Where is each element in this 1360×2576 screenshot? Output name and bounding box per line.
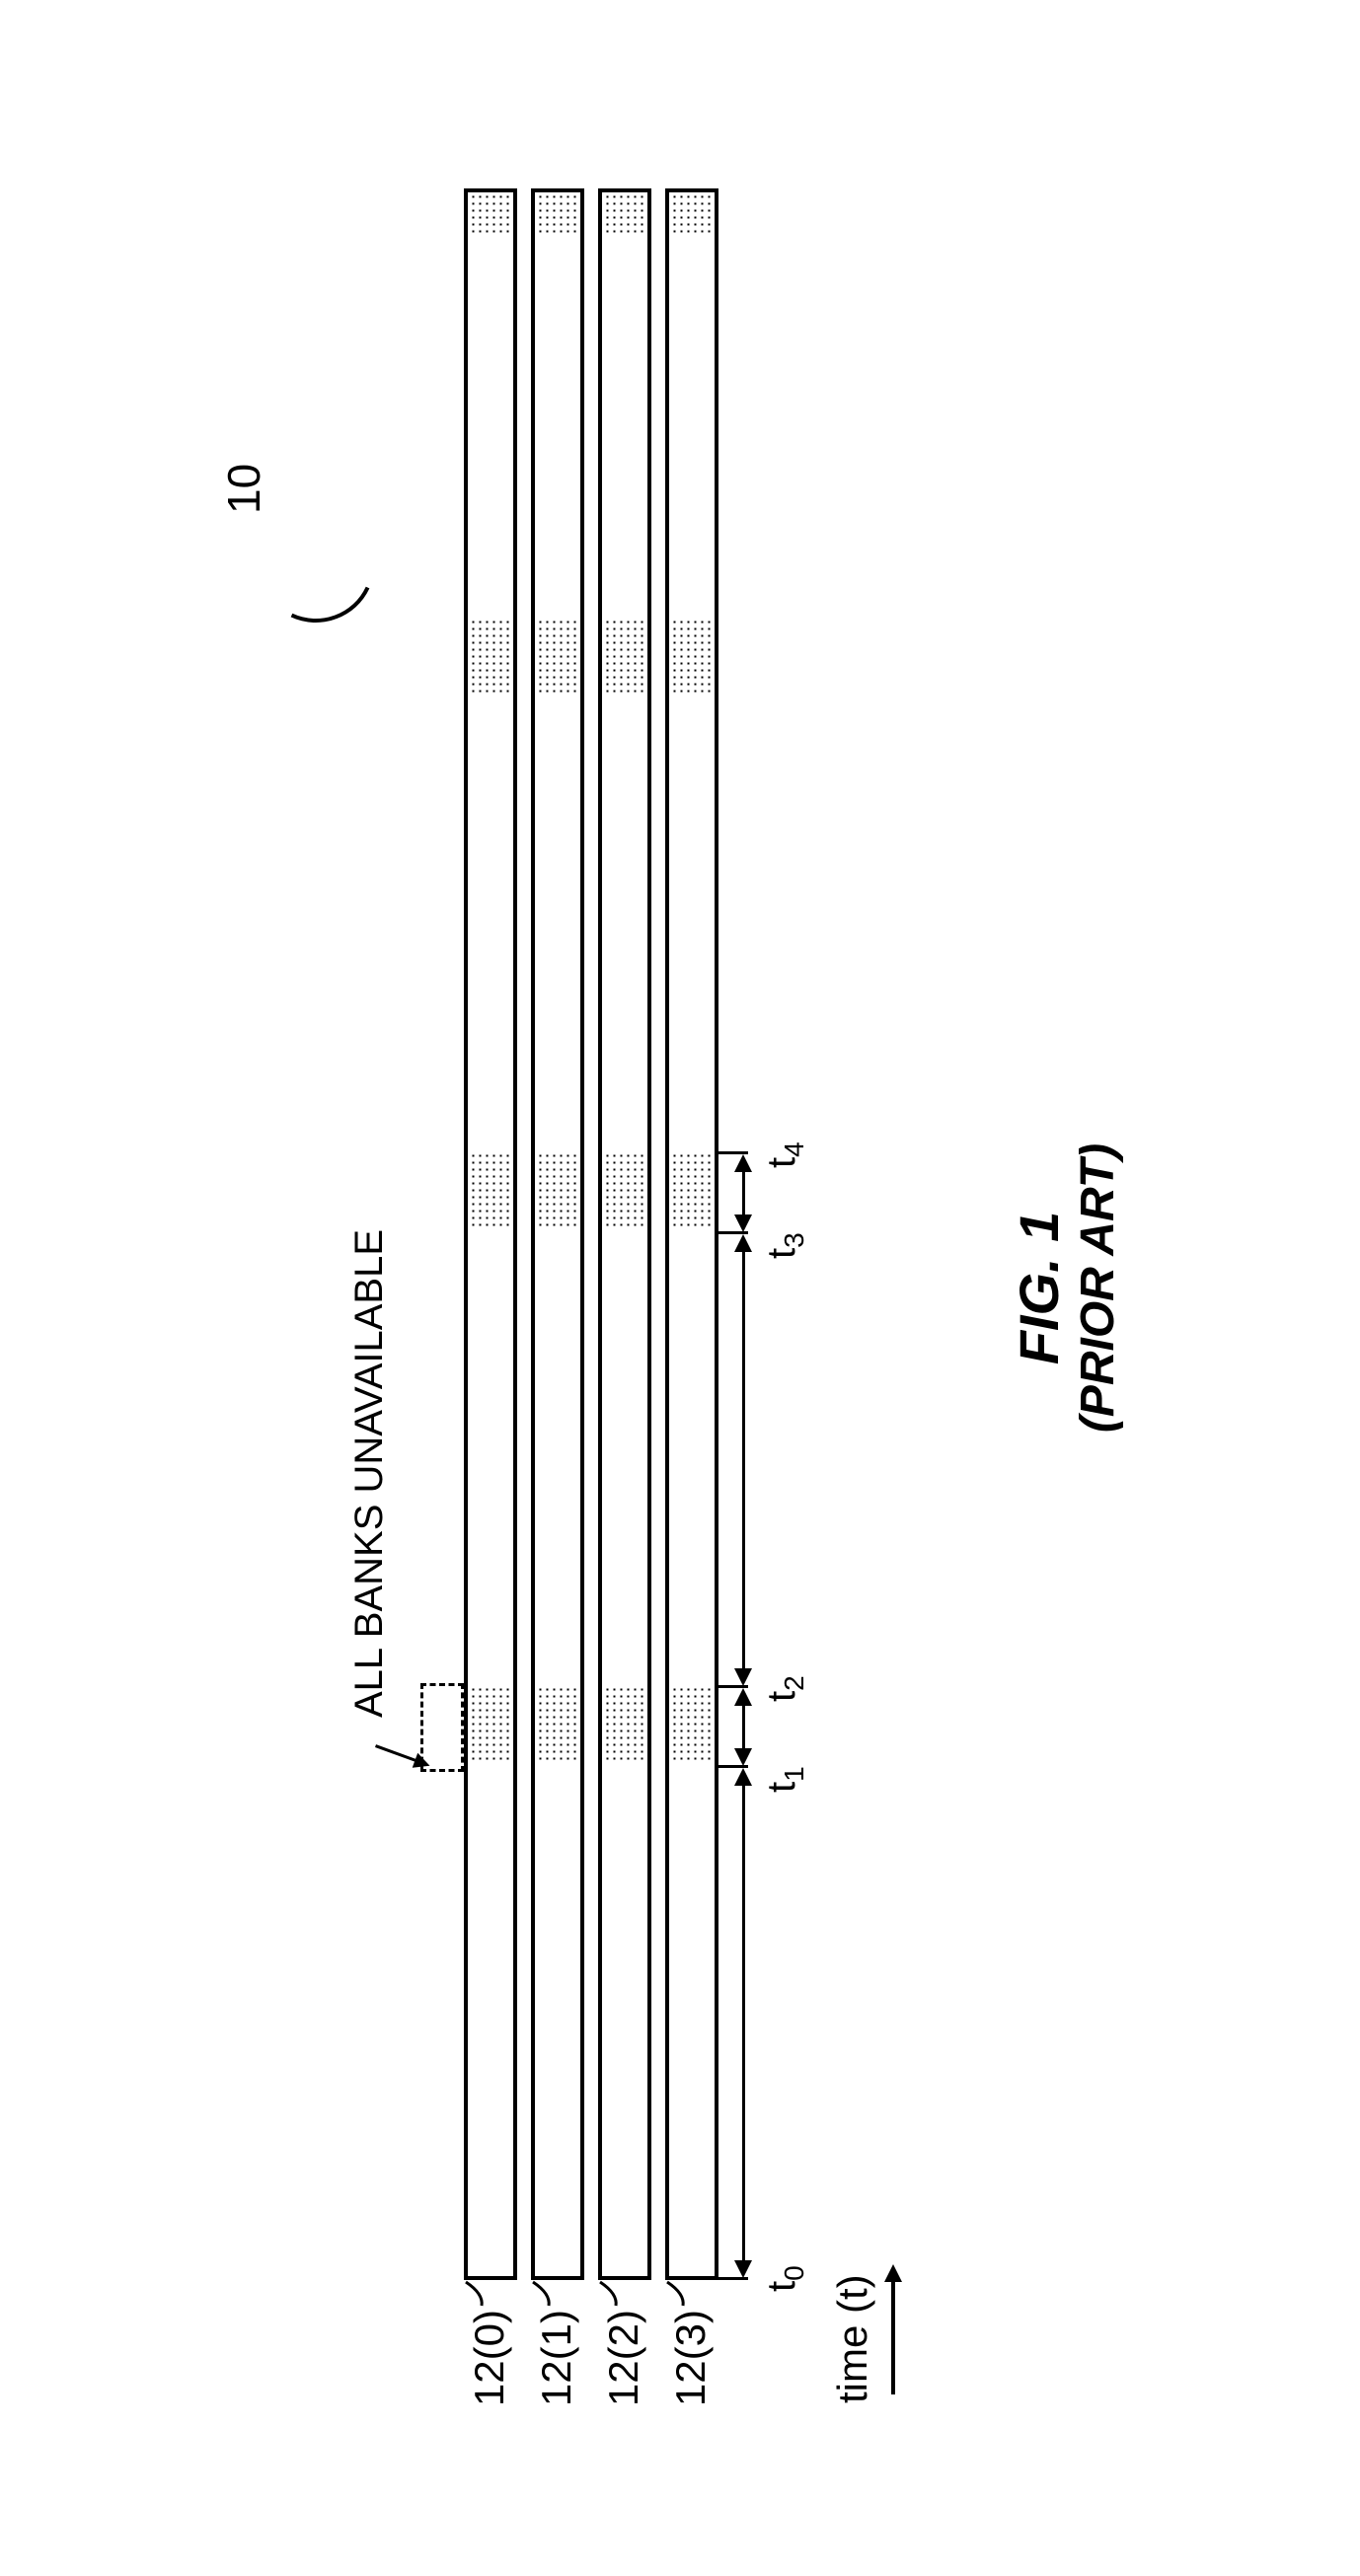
arrow-t0t1-r: [734, 1768, 752, 1786]
bank-label-0: 12(0): [466, 2310, 513, 2418]
figure-ref-number: 10: [217, 464, 270, 514]
arrow-t0t1-l: [734, 2260, 752, 2278]
bank-bar-3-seg-1: [669, 1684, 715, 1764]
bank-bar-2-seg-1: [602, 1684, 647, 1764]
arrow-t3t4-l: [734, 1214, 752, 1232]
bank-label-1: 12(1): [533, 2310, 580, 2418]
bank-bar-3: [665, 188, 718, 2280]
time-axis-label: time (t): [829, 2274, 876, 2403]
bank-bars: [464, 188, 732, 2280]
bank-bar-1: [531, 188, 584, 2280]
figure-landscape-frame: 10 ALL BANKS UNAVAILABLE: [0, 0, 1360, 2576]
time-axis-arrow-icon: [878, 2260, 908, 2398]
bank-bar-0-seg-1: [468, 1684, 513, 1764]
bank-label-2: 12(2): [600, 2310, 647, 2418]
bank-bar-3-seg-2: [669, 1150, 715, 1230]
arrow-t2t3-r: [734, 1234, 752, 1252]
tlabel-t3: t3: [760, 1232, 810, 1259]
bank-label-3: 12(3): [667, 2310, 715, 2418]
bank-bar-0-seg-4: [468, 184, 513, 237]
arrow-t2t3-l: [734, 1668, 752, 1686]
arrow-t2t3-line: [742, 1252, 745, 1668]
bank-bar-2-seg-2: [602, 1150, 647, 1230]
figure-caption-line1: FIG. 1: [1008, 1212, 1070, 1365]
arrow-t3t4-r: [734, 1154, 752, 1172]
arrow-t3t4-line: [742, 1172, 745, 1214]
bank-bar-0-seg-2: [468, 1150, 513, 1230]
tlabel-t0: t0: [760, 2265, 810, 2292]
tlabel-t4: t4: [760, 1141, 810, 1168]
bank-bar-3-seg-4: [669, 184, 715, 237]
figure-caption-line2: (PRIOR ART): [1071, 0, 1125, 2576]
arrow-t1t2-l: [734, 1748, 752, 1766]
bank-bar-3-seg-3: [669, 617, 715, 697]
arrow-t1t2-r: [734, 1688, 752, 1706]
bank-bar-0-seg-3: [468, 617, 513, 697]
arrow-t0t1-line: [742, 1786, 745, 2260]
bank-bar-2: [598, 188, 651, 2280]
bank-bar-2-seg-4: [602, 184, 647, 237]
bank-label-3-hook: [663, 2278, 693, 2308]
bank-label-0-hook: [462, 2278, 491, 2308]
bank-label-1-hook: [529, 2278, 559, 2308]
bank-label-2-hook: [596, 2278, 626, 2308]
callout-all-banks-unavailable: ALL BANKS UNAVAILABLE: [347, 1229, 392, 1718]
bank-bar-1-seg-4: [535, 184, 580, 237]
bank-bar-2-seg-3: [602, 617, 647, 697]
bank-bar-1-seg-3: [535, 617, 580, 697]
bank-bar-1-seg-2: [535, 1150, 580, 1230]
tlabel-t1: t1: [760, 1766, 810, 1793]
callout-dashed-box: [420, 1683, 464, 1772]
page-canvas: 10 ALL BANKS UNAVAILABLE: [0, 0, 1360, 2576]
arrow-t1t2-line: [742, 1706, 745, 1748]
bank-bar-0: [464, 188, 517, 2280]
bank-bar-1-seg-1: [535, 1684, 580, 1764]
figure-caption: FIG. 1 (PRIOR ART): [1007, 0, 1125, 2576]
tlabel-t2: t2: [760, 1675, 810, 1702]
